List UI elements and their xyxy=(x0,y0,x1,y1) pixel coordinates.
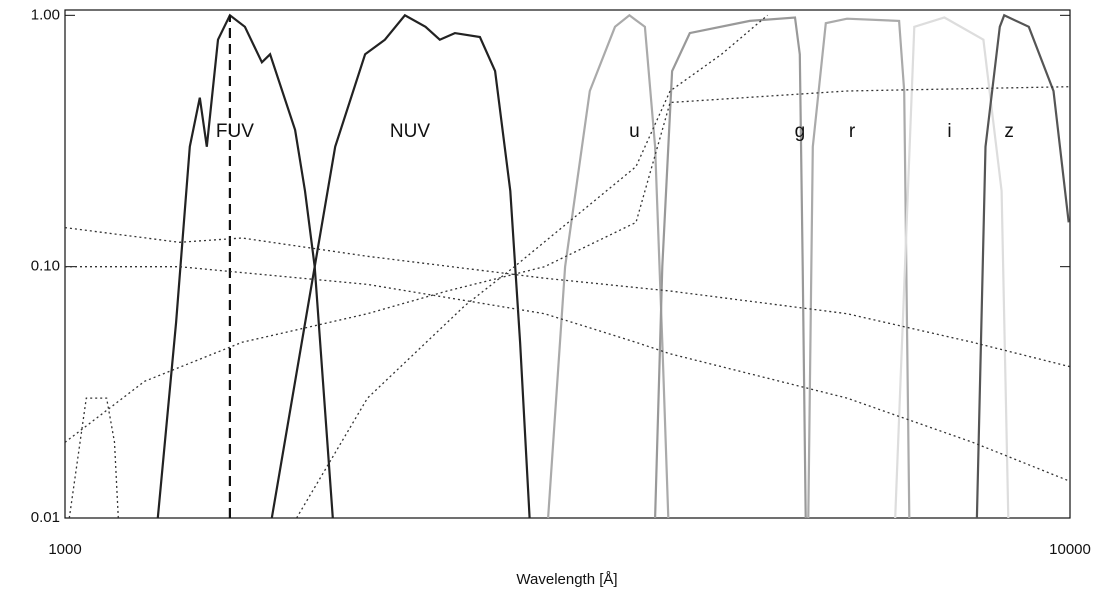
filter-label: r xyxy=(849,121,856,142)
x-tick-label: 10000 xyxy=(1049,541,1091,558)
filter-label: FUV xyxy=(216,121,254,142)
filter-label: u xyxy=(629,121,640,142)
y-tick-label: 0.01 xyxy=(31,509,60,526)
plot-frame xyxy=(64,9,1071,519)
series-line xyxy=(894,16,1010,519)
y-tick-label: 0.10 xyxy=(31,258,60,275)
series-line xyxy=(156,13,334,519)
series-line xyxy=(64,226,1071,368)
x-tick-label: 1000 xyxy=(48,541,81,558)
filter-label: NUV xyxy=(390,121,430,142)
filter-label: z xyxy=(1004,121,1014,142)
series-line xyxy=(654,16,807,519)
series-line xyxy=(547,13,670,519)
y-tick-label: 1.00 xyxy=(31,6,60,23)
filter-label: g xyxy=(795,121,806,142)
series-line xyxy=(270,13,531,519)
series-line xyxy=(64,86,1071,443)
series-line xyxy=(65,266,1071,482)
series-line xyxy=(68,397,119,519)
series-line xyxy=(807,17,911,519)
series-line xyxy=(296,14,768,519)
x-axis-label: Wavelength [Å] xyxy=(516,571,617,588)
filter-label: i xyxy=(947,121,951,142)
series-line xyxy=(975,13,1070,519)
